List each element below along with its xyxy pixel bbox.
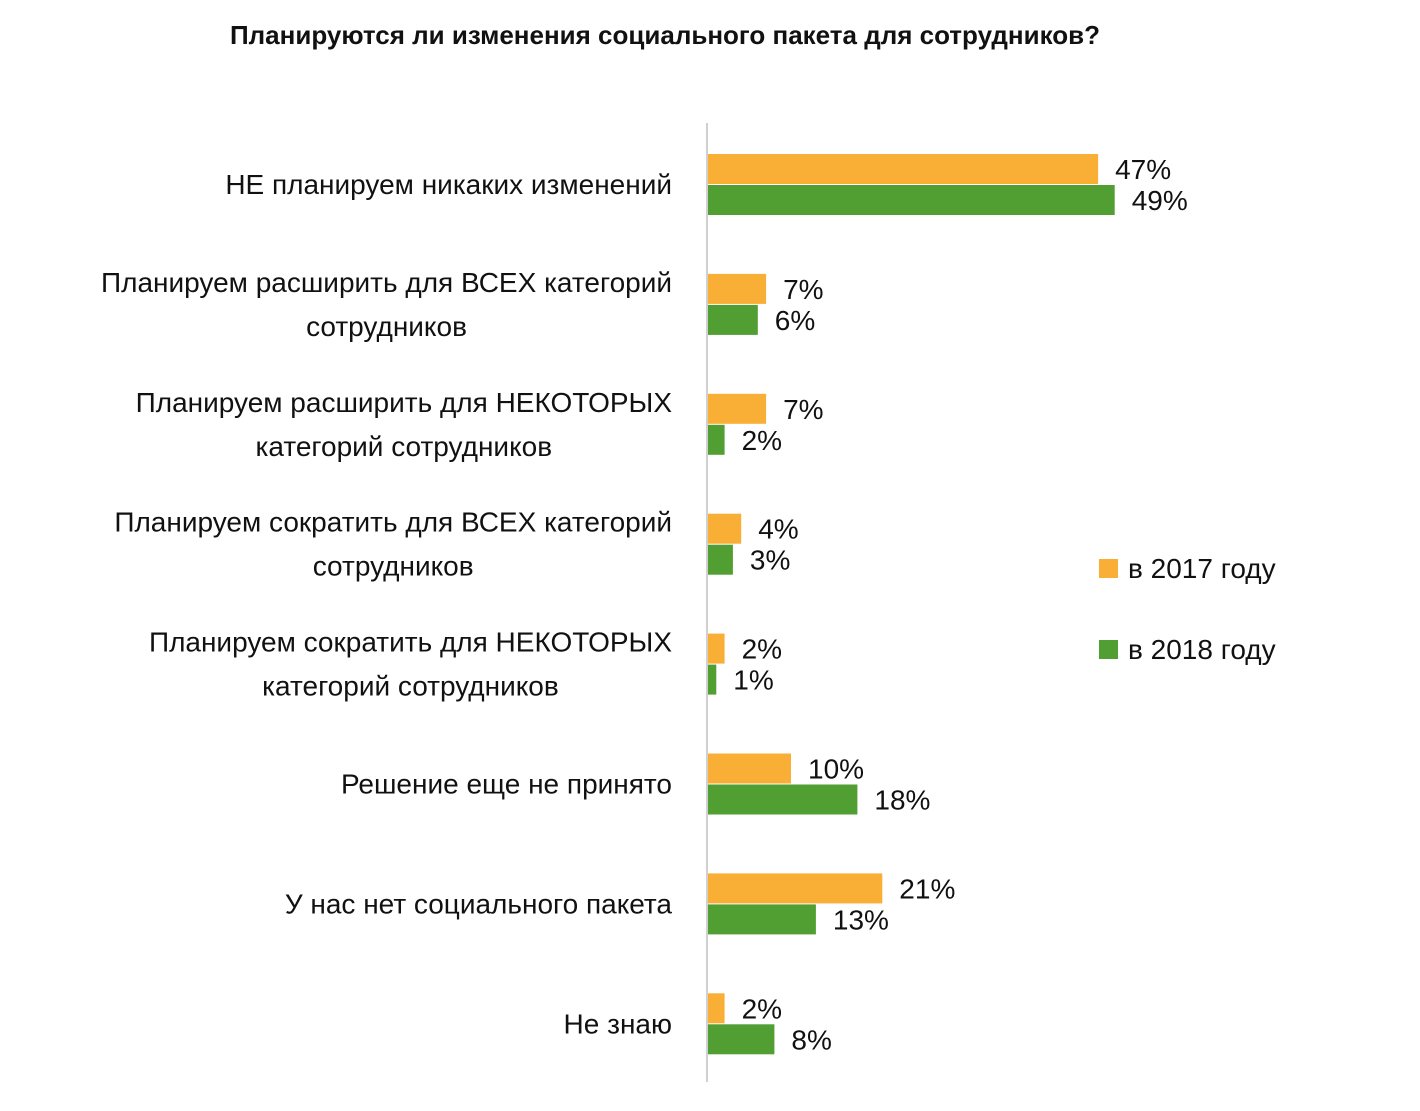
bar-2017 bbox=[708, 513, 742, 544]
data-label: 7% bbox=[783, 394, 823, 425]
category-label-line: сотрудников bbox=[313, 551, 474, 582]
data-label: 13% bbox=[833, 904, 889, 935]
legend: в 2017 году в 2018 году bbox=[1099, 553, 1276, 665]
data-label: 2% bbox=[742, 425, 782, 456]
category-label: Планируем расширить для НЕКОТОРЫХ категор… bbox=[136, 387, 673, 462]
bar-2017 bbox=[708, 753, 791, 784]
category-label-line: Планируем сократить для НЕКОТОРЫХ bbox=[149, 627, 672, 658]
category-label-line: Планируем сократить для ВСЕХ категорий bbox=[114, 507, 672, 538]
category-label-line: Планируем расширить для НЕКОТОРЫХ bbox=[136, 387, 673, 418]
data-label: 21% bbox=[899, 873, 955, 904]
legend-label: в 2018 году bbox=[1128, 634, 1276, 665]
bar-2017 bbox=[708, 633, 725, 664]
category-label-line: категорий сотрудников bbox=[262, 671, 559, 702]
category-label-line: сотрудников bbox=[306, 311, 467, 342]
category-label-line: категорий сотрудников bbox=[256, 431, 553, 462]
category-label: Планируем сократить для НЕКОТОРЫХ категор… bbox=[149, 627, 672, 702]
category-label: Не знаю bbox=[564, 1008, 672, 1039]
bar-2017 bbox=[708, 993, 725, 1024]
bar-2017 bbox=[708, 154, 1099, 184]
category-label-line: У нас нет социального пакета bbox=[285, 888, 673, 919]
category-label-line: Решение еще не принято bbox=[341, 769, 672, 800]
bar-2018 bbox=[708, 304, 758, 335]
bar-2017 bbox=[708, 873, 883, 904]
bar-2018 bbox=[708, 1024, 775, 1055]
chart-title: Планируются ли изменения социального пак… bbox=[230, 20, 1100, 50]
bar-2018 bbox=[708, 185, 1115, 215]
data-label: 2% bbox=[742, 634, 782, 665]
data-label: 6% bbox=[775, 305, 815, 336]
category-labels: НЕ планируем никаких изменений Планируем … bbox=[101, 169, 672, 1039]
legend-swatch bbox=[1099, 559, 1118, 578]
bar-2018 bbox=[708, 664, 717, 695]
category-label: У нас нет социального пакета bbox=[285, 888, 673, 919]
data-label: 49% bbox=[1132, 185, 1188, 216]
data-label: 10% bbox=[808, 754, 864, 785]
data-label: 47% bbox=[1115, 154, 1171, 185]
category-label: Планируем расширить для ВСЕХ категорий со… bbox=[101, 267, 672, 342]
data-label: 2% bbox=[742, 993, 782, 1024]
category-label: Решение еще не принято bbox=[341, 769, 672, 800]
category-label: НЕ планируем никаких изменений bbox=[225, 169, 672, 200]
bar-2018 bbox=[708, 544, 733, 575]
bar-2018 bbox=[708, 904, 816, 935]
data-label: 18% bbox=[874, 785, 930, 816]
data-label: 7% bbox=[783, 274, 823, 305]
bar-2018 bbox=[708, 784, 858, 815]
category-label: Планируем сократить для ВСЕХ категорий со… bbox=[114, 507, 672, 582]
category-label-line: Планируем расширить для ВСЕХ категорий bbox=[101, 267, 672, 298]
data-label: 4% bbox=[758, 514, 798, 545]
bar-2018 bbox=[708, 424, 725, 455]
data-label: 1% bbox=[733, 665, 773, 696]
data-label: 3% bbox=[750, 545, 790, 576]
bar-2017 bbox=[708, 393, 767, 424]
bar-2017 bbox=[708, 273, 767, 304]
data-label: 8% bbox=[791, 1024, 831, 1055]
legend-label: в 2017 году bbox=[1128, 553, 1276, 584]
category-label-line: Не знаю bbox=[564, 1008, 672, 1039]
bars: 47%49%7%6%7%2%4%3%2%1%10%18%21%13%2%8% bbox=[708, 154, 1188, 1055]
legend-swatch bbox=[1099, 640, 1118, 659]
category-label-line: НЕ планируем никаких изменений bbox=[225, 169, 672, 200]
